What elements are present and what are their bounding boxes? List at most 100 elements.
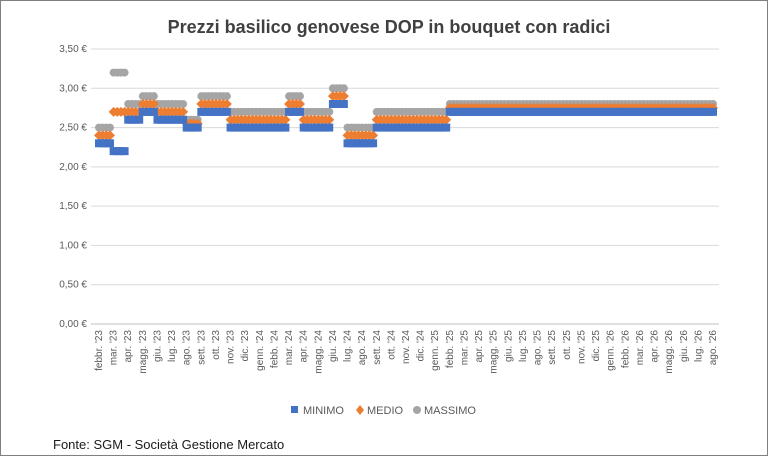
x-tick-label: lug. '23 xyxy=(167,330,178,362)
legend-label-medio: MEDIO xyxy=(367,405,404,417)
x-tick-label: ott. '25 xyxy=(562,330,573,360)
y-tick-label: 3,00 € xyxy=(59,83,87,94)
point-minimo xyxy=(179,115,188,124)
point-medio xyxy=(280,114,291,125)
x-tick-label: magg. '26 xyxy=(664,330,675,374)
y-tick-label: 2,00 € xyxy=(59,162,87,173)
point-minimo xyxy=(709,107,717,116)
x-tick-label: apr. '23 xyxy=(123,330,134,363)
point-massimo xyxy=(325,107,334,116)
legend: MINIMO MEDIO MASSIMO xyxy=(291,405,476,417)
point-massimo xyxy=(296,92,305,101)
point-massimo xyxy=(120,68,129,77)
x-tick-label: giu. '26 xyxy=(679,330,690,362)
point-massimo xyxy=(222,92,231,101)
y-tick-label: 1,50 € xyxy=(59,201,87,212)
point-medio xyxy=(221,99,232,109)
y-tick-label: 0,00 € xyxy=(59,319,87,330)
point-massimo xyxy=(105,123,114,132)
x-tick-label: nov. '23 xyxy=(226,330,237,364)
x-tick-label: mar. '25 xyxy=(459,330,470,366)
legend-label-minimo: MINIMO xyxy=(303,405,344,417)
chart-canvas: Prezzi basilico genovese DOP in bouquet … xyxy=(59,17,719,417)
x-tick-label: lug. '24 xyxy=(343,330,354,362)
legend-circle-marker-icon xyxy=(413,406,421,414)
point-minimo xyxy=(135,115,144,124)
y-tick-label: 1,00 € xyxy=(59,240,87,251)
x-tick-label: ott. '24 xyxy=(386,330,397,360)
point-medio xyxy=(441,114,452,125)
point-minimo xyxy=(325,123,334,132)
point-medio xyxy=(178,106,189,117)
x-tick-label: genn. '26 xyxy=(606,330,617,371)
x-tick-label: ago. '23 xyxy=(182,330,193,366)
series-minimo xyxy=(95,100,717,156)
x-tick-label: genn. '24 xyxy=(255,330,266,371)
x-tick-label: ott. '23 xyxy=(211,330,222,360)
x-tick-label: dic. '24 xyxy=(416,330,427,362)
point-medio xyxy=(368,130,379,141)
y-tick-label: 3,50 € xyxy=(59,44,87,55)
x-tick-label: lug. '25 xyxy=(518,330,529,362)
x-tick-label: dic. '23 xyxy=(240,330,251,362)
x-tick-label: mar. '26 xyxy=(635,330,646,366)
x-tick-label: apr. '24 xyxy=(299,330,310,363)
point-minimo xyxy=(193,123,202,132)
x-tick-label: apr. '25 xyxy=(474,330,485,363)
x-tick-label: giu. '25 xyxy=(503,330,514,362)
point-medio xyxy=(104,130,115,141)
point-minimo xyxy=(281,123,290,132)
x-tick-label: lug. '26 xyxy=(693,330,704,362)
legend-square-marker-icon xyxy=(291,406,298,413)
source-note: Fonte: SGM - Società Gestione Mercato xyxy=(53,437,285,452)
x-tick-label: sett. '23 xyxy=(196,330,207,365)
x-tick-label: giu. '24 xyxy=(328,330,339,362)
x-tick-label: febb. '24 xyxy=(269,330,280,368)
point-minimo xyxy=(369,139,378,148)
x-tick-label: dic. '25 xyxy=(591,330,602,362)
point-medio xyxy=(324,114,335,125)
point-massimo xyxy=(149,92,158,101)
x-tick-label: ago. '26 xyxy=(708,330,719,366)
x-tick-label: ago. '24 xyxy=(357,330,368,366)
gridlines xyxy=(91,48,719,325)
legend-item-massimo: MASSIMO xyxy=(413,405,476,417)
x-tick-label: apr. '26 xyxy=(650,330,661,363)
point-minimo xyxy=(222,107,231,116)
point-minimo xyxy=(105,139,114,148)
point-medio xyxy=(295,99,306,109)
legend-item-minimo: MINIMO xyxy=(291,405,344,417)
point-massimo xyxy=(179,100,188,108)
x-tick-label: febbr. '23 xyxy=(94,330,105,371)
x-tick-label: magg. '23 xyxy=(138,330,149,374)
legend-item-medio: MEDIO xyxy=(356,405,404,417)
x-tick-label: febb. '25 xyxy=(445,330,456,368)
x-tick-label: mar. '24 xyxy=(284,330,295,366)
x-tick-label: ago. '25 xyxy=(533,330,544,366)
point-minimo xyxy=(296,107,305,116)
x-tick-label: sett. '25 xyxy=(547,330,558,365)
x-tick-label: genn. '25 xyxy=(430,330,441,371)
point-minimo xyxy=(442,123,451,132)
chart-title: Prezzi basilico genovese DOP in bouquet … xyxy=(168,17,611,37)
x-tick-label: magg. '25 xyxy=(489,330,500,374)
y-axis-ticks: 0,00 € 0,50 € 1,00 € 1,50 € 2,00 € 2,50 € 3,00… xyxy=(59,44,87,330)
x-tick-label: giu. '23 xyxy=(152,330,163,362)
legend-diamond-marker-icon xyxy=(356,405,364,415)
x-axis-ticks: febbr. '23 mar. '23 apr. '23 magg. '23 giu. … xyxy=(94,330,719,374)
point-minimo xyxy=(120,147,129,156)
point-medio xyxy=(338,91,349,102)
point-minimo xyxy=(339,100,348,108)
point-massimo xyxy=(339,84,348,93)
point-minimo xyxy=(149,107,158,116)
x-tick-label: mar. '23 xyxy=(109,330,120,366)
x-tick-label: sett. '24 xyxy=(372,330,383,365)
y-tick-label: 2,50 € xyxy=(59,123,87,134)
legend-label-massimo: MASSIMO xyxy=(424,405,476,417)
y-tick-label: 0,50 € xyxy=(59,280,87,291)
x-tick-label: magg. '24 xyxy=(313,330,324,374)
x-tick-label: nov. '25 xyxy=(576,330,587,364)
plot-area xyxy=(94,68,718,156)
point-medio xyxy=(148,99,159,109)
